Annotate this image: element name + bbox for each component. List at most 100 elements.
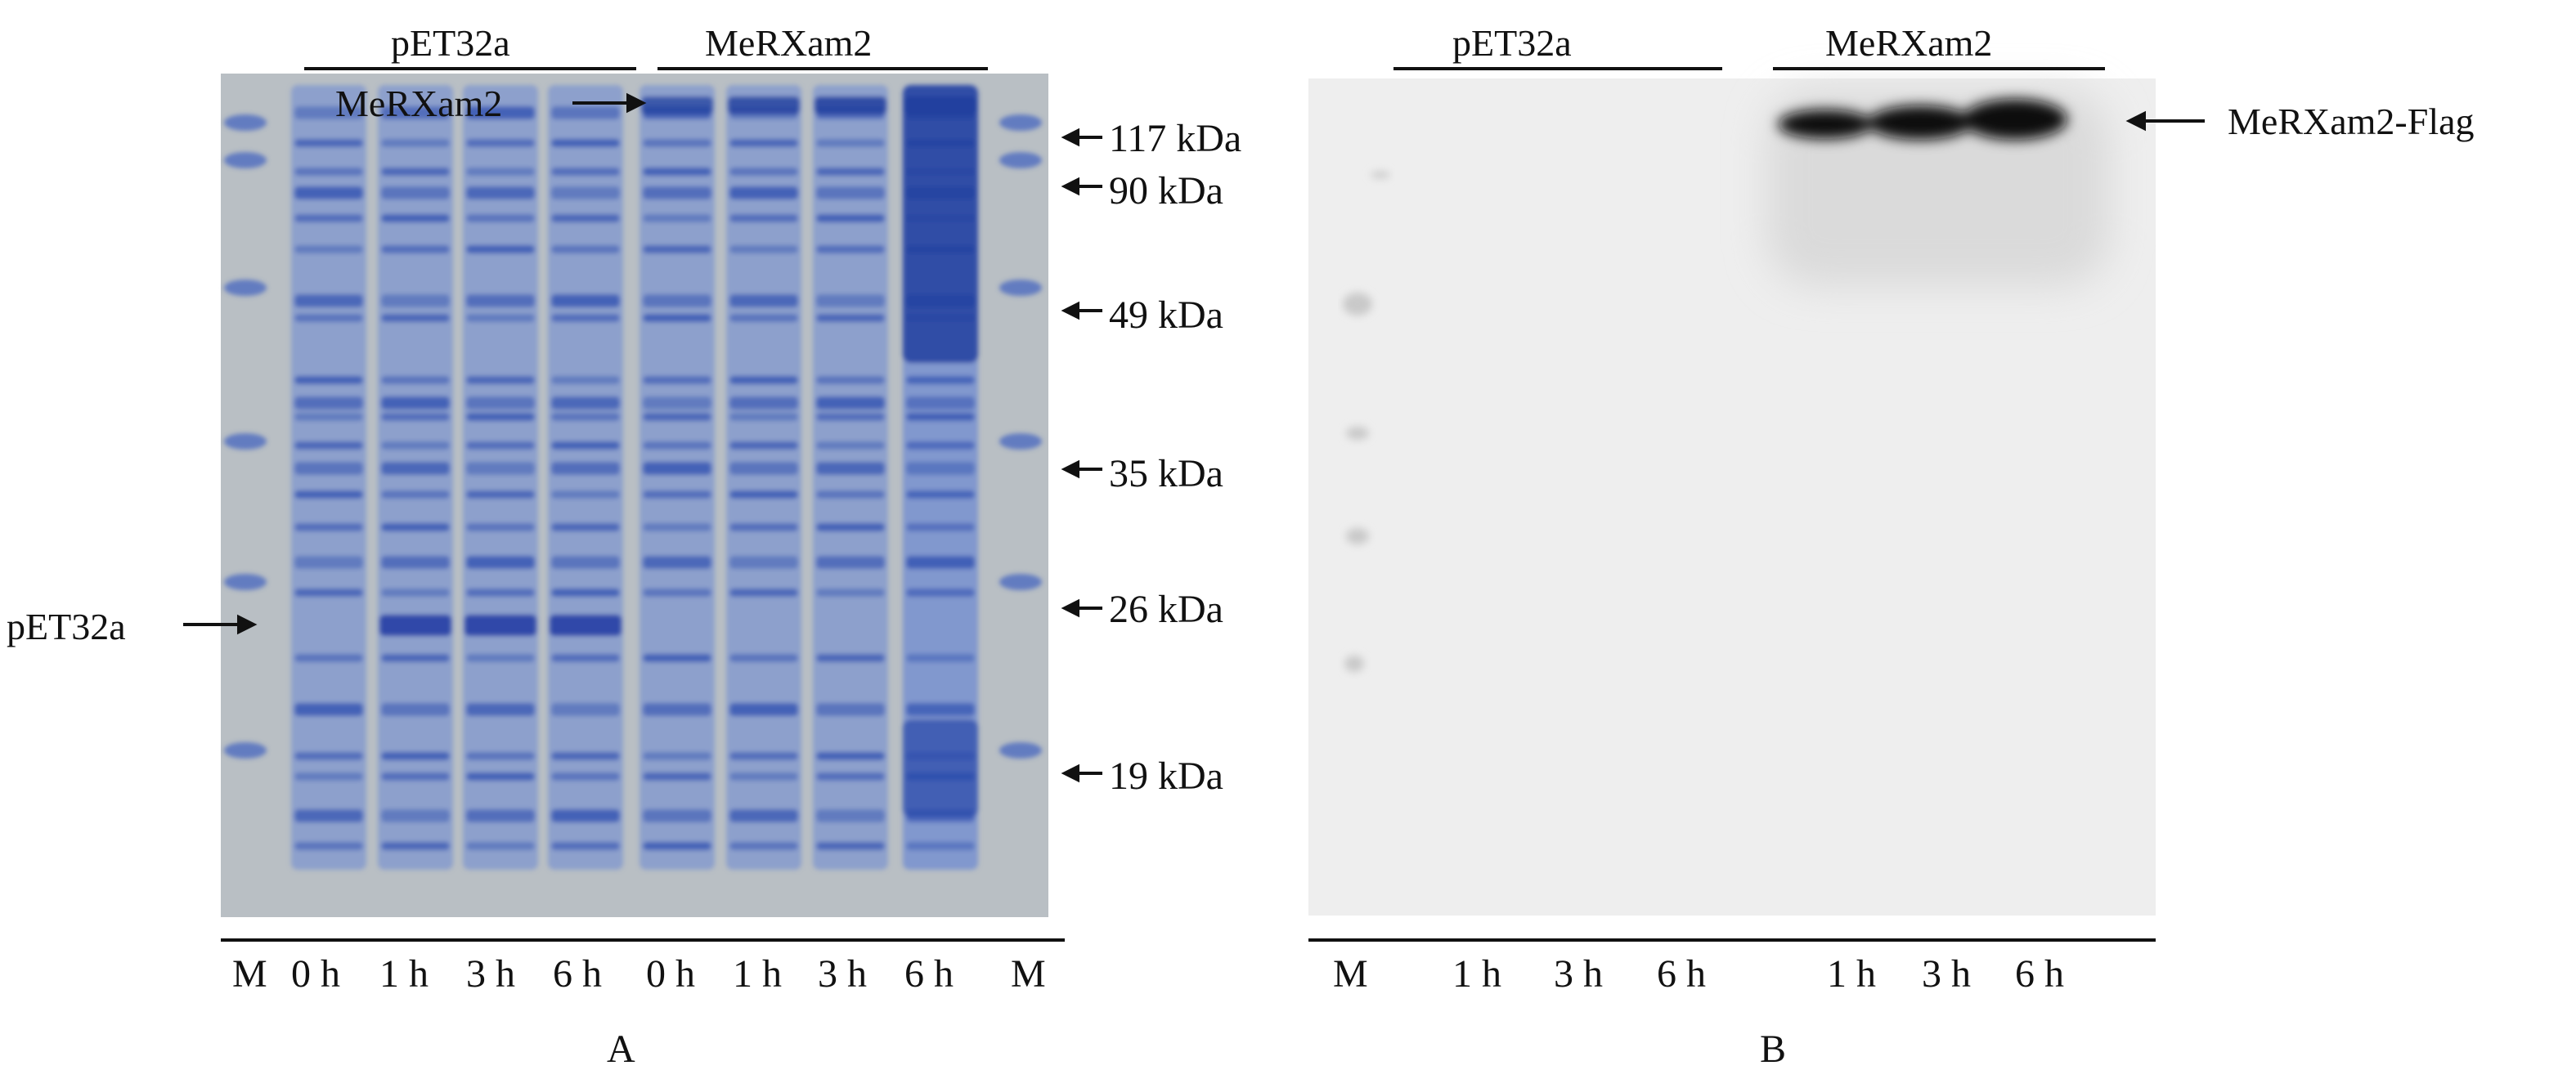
gel-marker-band bbox=[999, 742, 1042, 759]
gel-band bbox=[643, 376, 711, 384]
lane-label-a-3h-b: 3 h bbox=[818, 952, 867, 996]
gel-band bbox=[906, 556, 975, 569]
gel-band bbox=[551, 314, 620, 322]
gel-band bbox=[294, 772, 363, 781]
gel-band bbox=[551, 168, 620, 176]
gel-band bbox=[294, 214, 363, 222]
band-arrow-merxam2-flag bbox=[2125, 110, 2205, 132]
gel-band-induced-merxam2 bbox=[641, 96, 713, 114]
gel-band bbox=[381, 441, 450, 450]
lane-label-a-m1: M bbox=[232, 952, 267, 996]
gel-band bbox=[729, 523, 798, 531]
gel-band bbox=[381, 168, 450, 176]
gel-lane bbox=[548, 85, 623, 870]
gel-band bbox=[906, 396, 975, 410]
gel-band bbox=[294, 462, 363, 475]
marker-arrows bbox=[1061, 128, 1102, 783]
gel-marker-band bbox=[999, 152, 1042, 168]
gel-band bbox=[294, 106, 363, 119]
gel-band bbox=[729, 703, 798, 716]
gel-band bbox=[551, 809, 620, 822]
gel-band bbox=[551, 376, 620, 384]
band-arrow-pet32a bbox=[183, 614, 258, 635]
gel-band bbox=[816, 752, 885, 760]
lane-label-a-0h-b: 0 h bbox=[646, 952, 695, 996]
gel-band bbox=[551, 214, 620, 222]
gel-band bbox=[729, 139, 798, 147]
gel-band bbox=[643, 441, 711, 450]
gel-band bbox=[643, 214, 711, 222]
gel-lane bbox=[463, 85, 538, 870]
gel-band bbox=[551, 462, 620, 475]
gel-band bbox=[729, 168, 798, 176]
group-label-pet32a-b: pET32a bbox=[1452, 22, 1572, 64]
gel-band bbox=[643, 139, 711, 147]
gel-band bbox=[729, 376, 798, 384]
gel-band bbox=[466, 245, 535, 253]
gel-marker-band bbox=[999, 114, 1042, 131]
gel-band bbox=[816, 809, 885, 822]
group-label-merxam2-b: MeRXam2 bbox=[1825, 22, 1993, 64]
gel-lane bbox=[813, 85, 888, 870]
gel-band bbox=[729, 772, 798, 781]
gel-band bbox=[551, 396, 620, 410]
gel-band bbox=[294, 396, 363, 410]
gel-band bbox=[643, 809, 711, 822]
gel-band bbox=[294, 556, 363, 569]
gel-band bbox=[643, 842, 711, 850]
gel-marker-band bbox=[999, 574, 1042, 590]
gel-band bbox=[816, 245, 885, 253]
gel-band bbox=[551, 589, 620, 597]
lane-label-b-3h: 3 h bbox=[1554, 952, 1603, 996]
gel-band-induced-pet32a bbox=[379, 615, 451, 636]
gel-band bbox=[381, 523, 450, 531]
gel-lane bbox=[640, 85, 715, 870]
gel-lanes bbox=[224, 85, 1042, 870]
gel-band bbox=[466, 703, 535, 716]
gel-band bbox=[816, 376, 885, 384]
gel-band bbox=[906, 441, 975, 450]
gel-band bbox=[816, 523, 885, 531]
gel-band bbox=[816, 589, 885, 597]
gel-band bbox=[551, 441, 620, 450]
gel-band bbox=[816, 186, 885, 199]
panel-label-b: B bbox=[1760, 1028, 1787, 1071]
gel-band bbox=[816, 168, 885, 176]
gel-band bbox=[294, 589, 363, 597]
lane-label-a-1h: 1 h bbox=[379, 952, 429, 996]
lane-label-a-6h-b: 6 h bbox=[904, 952, 954, 996]
marker-label-35: 35 kDa bbox=[1109, 452, 1223, 495]
gel-band bbox=[466, 168, 535, 176]
gel-band bbox=[816, 556, 885, 569]
gel-band bbox=[381, 556, 450, 569]
gel-band bbox=[466, 106, 535, 119]
gel-band bbox=[381, 752, 450, 760]
gel-band bbox=[729, 186, 798, 199]
gel-band bbox=[729, 556, 798, 569]
gel-band bbox=[816, 413, 885, 421]
gel-band bbox=[466, 413, 535, 421]
gel-band bbox=[816, 441, 885, 450]
gel-band bbox=[466, 490, 535, 499]
gel-lane bbox=[378, 85, 453, 870]
gel-band-induced-merxam2 bbox=[815, 96, 886, 114]
gel-band bbox=[381, 772, 450, 781]
gel-band bbox=[381, 214, 450, 222]
gel-band bbox=[551, 106, 620, 119]
gel-band bbox=[816, 214, 885, 222]
blot-ladder bbox=[1343, 172, 1390, 672]
gel-band bbox=[294, 654, 363, 662]
gel-band bbox=[551, 139, 620, 147]
gel-band bbox=[643, 462, 711, 475]
gel-band bbox=[551, 772, 620, 781]
band-label-pet32a: pET32a bbox=[7, 606, 126, 647]
group-label-merxam2-a: MeRXam2 bbox=[705, 22, 873, 64]
gel-band bbox=[906, 413, 975, 421]
blot-band-1h bbox=[1778, 110, 1873, 139]
gel-band bbox=[551, 245, 620, 253]
gel-band bbox=[729, 809, 798, 822]
gel-band bbox=[816, 654, 885, 662]
gel-band bbox=[906, 654, 975, 662]
gel-band bbox=[466, 772, 535, 781]
gel-band bbox=[551, 703, 620, 716]
